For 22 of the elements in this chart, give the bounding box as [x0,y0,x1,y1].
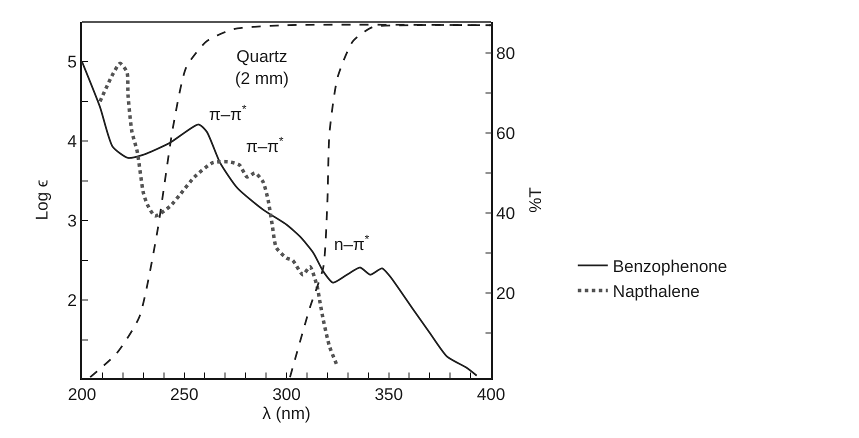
y-axis-title: Log ϵ [32,180,52,220]
legend-label: Benzophenone [612,257,728,276]
x-tick-label: 250 [170,385,198,404]
x-tick-label: 200 [68,385,96,404]
y2-tick-label: 80 [496,44,516,64]
x-axis-title: λ (nm) [262,404,311,424]
annotation: π–π$^{*}$ [246,134,284,156]
y2-tick-label: 60 [496,124,516,144]
y-tick-label: 3 [67,212,77,231]
legend-label: Napthalene [612,282,700,302]
x-tick-label: 300 [272,385,301,404]
y2-axis-title: %T [526,187,545,213]
y-tick-label: 2 [67,291,77,310]
x-tick-label: 400 [476,385,506,404]
y-tick-label: 4 [67,132,77,152]
x-tick-label: 350 [374,385,403,404]
y2-tick-label: 20 [496,284,516,304]
y-tick-label: 5 [67,52,77,72]
y2-tick-label: 40 [496,204,516,224]
annotation: Quartz (2 mm) [235,47,289,88]
annotation: π–π$^{*}$ [209,102,247,124]
annotation: n–π$^{*}$ [334,232,370,254]
